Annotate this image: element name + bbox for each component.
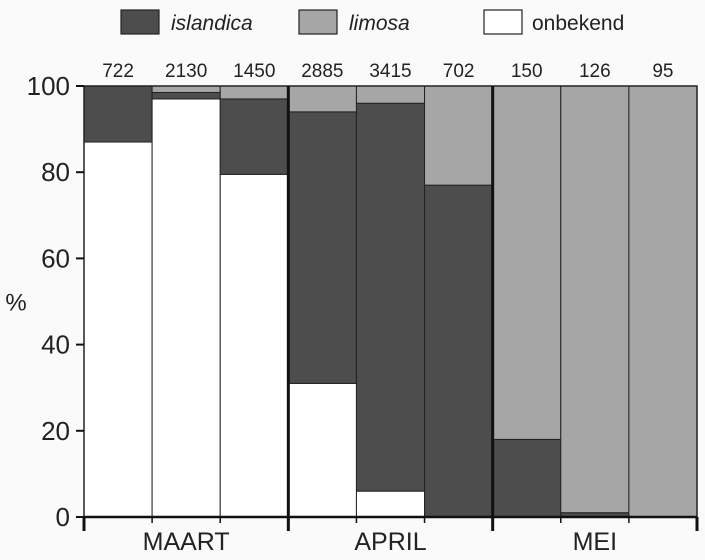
bar-segment-limosa-2: [152, 86, 220, 92]
bar-segment-onbekend-3: [220, 174, 288, 517]
y-tick-label-20: 20: [41, 416, 70, 446]
y-tick-label-0: 0: [56, 502, 70, 532]
legend-label-onbekend: onbekend: [532, 12, 624, 35]
bar-segment-limosa-5: [356, 86, 424, 103]
bar-segment-onbekend-2: [152, 99, 220, 517]
y-tick-label-40: 40: [41, 330, 70, 360]
bar-segment-islandica-3: [220, 99, 288, 174]
bar-segment-limosa-6: [425, 86, 493, 185]
legend-swatch-islandica: [121, 10, 159, 34]
bar-segment-limosa-9: [629, 86, 697, 517]
y-axis-label: %: [5, 290, 26, 317]
y-tick-label-80: 80: [41, 157, 70, 187]
legend: islandica limosa onbekend: [121, 10, 624, 35]
bars: [84, 86, 697, 517]
bar-count-labels: 722 2130 1450 2885 3415 702 150 126 95: [102, 61, 673, 82]
count-label-1: 722: [102, 61, 134, 82]
month-label-april: APRIL: [354, 528, 426, 555]
bar-segment-islandica-1: [84, 86, 152, 142]
y-tick-label-60: 60: [41, 243, 70, 273]
bar-segment-limosa-4: [288, 86, 356, 112]
count-label-8: 126: [579, 61, 611, 82]
count-label-9: 95: [652, 61, 673, 82]
count-label-6: 702: [443, 61, 475, 82]
y-tick-label-100: 100: [27, 71, 70, 101]
legend-swatch-onbekend: [484, 10, 522, 34]
month-label-mei: MEI: [573, 528, 617, 555]
bar-segment-islandica-6: [425, 185, 493, 517]
bar-segment-onbekend-4: [288, 383, 356, 517]
y-axis: 0 20 40 60 80 100%: [5, 71, 84, 532]
month-label-maart: MAART: [143, 528, 230, 555]
bar-segment-islandica-5: [356, 103, 424, 491]
month-labels: MAART APRIL MEI: [143, 528, 617, 555]
legend-label-islandica: islandica: [171, 12, 253, 35]
bar-segment-islandica-2: [152, 92, 220, 98]
bar-segment-limosa-8: [561, 86, 629, 513]
count-label-3: 1450: [233, 61, 275, 82]
bar-segment-limosa-3: [220, 86, 288, 99]
bar-segment-onbekend-5: [356, 491, 424, 517]
count-label-4: 2885: [301, 61, 343, 82]
legend-label-limosa: limosa: [349, 12, 410, 35]
count-label-7: 150: [511, 61, 543, 82]
bar-segment-islandica-4: [288, 112, 356, 384]
count-label-5: 3415: [369, 61, 411, 82]
legend-swatch-limosa: [299, 10, 337, 34]
bar-segment-onbekend-1: [84, 142, 152, 517]
bar-segment-limosa-7: [493, 86, 561, 439]
bar-segment-islandica-7: [493, 439, 561, 517]
count-label-2: 2130: [165, 61, 207, 82]
